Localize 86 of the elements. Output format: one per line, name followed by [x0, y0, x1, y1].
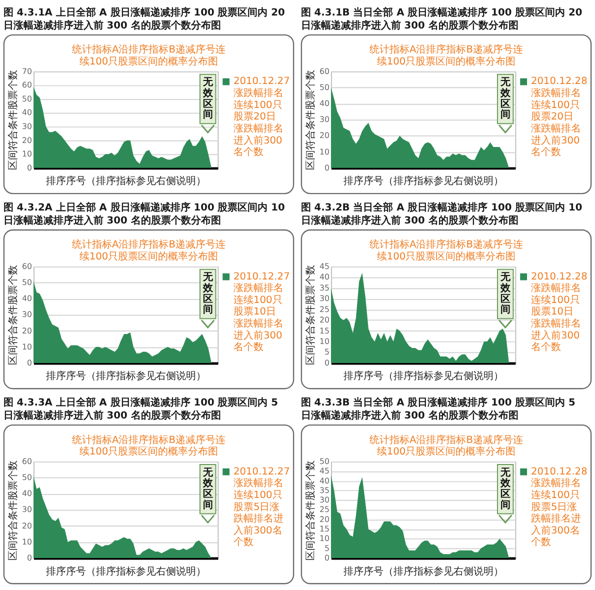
- x-axis-title: 排序序号（排序指标参见右侧说明）: [46, 175, 206, 188]
- y-axis-title: 区间符合条件股票个数: [7, 460, 20, 560]
- y-tick-label: 40: [22, 489, 32, 498]
- y-tick-label: 40: [319, 476, 330, 486]
- annotation: 无效区间: [202, 272, 214, 316]
- y-tick-label: 20: [319, 514, 330, 524]
- y-tick-label: 60: [319, 66, 330, 76]
- y-axis-title: 区间符合条件股票个数: [7, 265, 20, 366]
- y-tick-label: 5: [324, 348, 330, 357]
- legend-label: 2010.12.28涨跌幅排名连续100只股票10日涨跌幅排名进入前300名个数: [530, 271, 588, 354]
- y-tick-label: 20: [319, 131, 330, 140]
- y-tick-label: 20: [22, 326, 32, 336]
- y-tick-label: 10: [22, 342, 32, 352]
- y-tick-label: 10: [22, 537, 32, 546]
- y-tick-label: 10: [319, 534, 330, 544]
- y-tick-label: 50: [319, 82, 330, 92]
- chart-title: 图 4.3.2A 上日全部 A 股日涨幅递减排序 100 股票区间内 10 日涨幅递减排序进入前 300 名的股票个数分布图: [3, 202, 285, 226]
- y-axis-title: 区间符合条件股票个数: [304, 70, 317, 170]
- y-tick-label: 60: [22, 262, 32, 271]
- chart-subtitle: 统计指标A沿排序指标B递减序号连续100只股票区间的概率分布图: [370, 238, 523, 263]
- chart-title: 图 4.3.1A 上日全部 A 股日涨幅递减排序 100 股票区间内 20 日涨幅递减排序进入前 300 名的股票个数分布图: [3, 6, 285, 32]
- y-tick-label: 25: [319, 304, 330, 314]
- annotation: 无效区间: [499, 77, 512, 121]
- chart-title: 图 4.3.2B 当日全部 A 股日涨幅递减排序 100 股票区间内 10 日涨幅递减排序进入前 300 名的股票个数分布图: [300, 202, 582, 226]
- legend-label: 2010.12.28涨跌幅排名连续100只股票5日涨跌幅排名进入前300名个数: [530, 466, 588, 548]
- y-tick-label: 0: [324, 358, 330, 368]
- y-axis-title: 区间符合条件股票个数: [304, 265, 317, 366]
- legend-label: 2010.12.27涨跌幅排名连续100只股票20日涨跌幅排名进入前300名个数: [233, 76, 290, 158]
- y-tick-label: 0: [27, 554, 32, 562]
- y-tick-label: 10: [319, 336, 330, 346]
- y-tick-label: 30: [22, 505, 32, 514]
- y-tick-label: 25: [319, 505, 330, 514]
- y-tick-label: 20: [319, 316, 330, 325]
- y-tick-label: 0: [324, 163, 330, 172]
- y-tick-label: 20: [22, 521, 32, 530]
- y-tick-label: 60: [22, 456, 32, 466]
- y-tick-label: 15: [319, 326, 330, 336]
- y-tick-label: 45: [319, 262, 330, 271]
- chart-title: 图 4.3.3A 上日全部 A 股日涨幅递减排序 100 股票区间内 5 日涨幅递减排序进入前 300 名的股票个数分布图: [3, 396, 278, 422]
- legend-label: 2010.12.28涨跌幅排名连续100只股票20日涨跌幅排名进入前300名个数: [530, 76, 588, 158]
- x-axis-title: 排序序号（排序指标参见右侧说明）: [46, 565, 206, 578]
- y-tick-label: 40: [22, 294, 32, 304]
- y-tick-label: 30: [319, 115, 330, 124]
- chart-title: 图 4.3.1B 当日全部 A 股日涨幅递减排序 100 股票区间内 20 日涨幅递减排序进入前 300 名的股票个数分布图: [300, 6, 582, 32]
- y-tick-label: 50: [22, 94, 32, 104]
- x-axis-title: 排序序号（排序指标参见右侧说明）: [46, 370, 206, 382]
- y-tick-label: 30: [22, 122, 32, 132]
- y-axis-title: 区间符合条件股票个数: [7, 70, 20, 170]
- x-axis-title: 排序序号（排序指标参见右侧说明）: [344, 565, 504, 578]
- y-tick-label: 40: [319, 272, 330, 282]
- y-tick-label: 5: [324, 544, 330, 553]
- annotation: 无效区间: [202, 77, 214, 121]
- chart-subtitle: 统计指标A沿排序指标B递减序号连续100只股票区间的概率分布图: [370, 434, 523, 458]
- y-tick-label: 20: [22, 136, 32, 145]
- legend-label: 2010.12.27涨跌幅排名连续100只股票10日涨跌幅排名进入前300名个数: [233, 271, 290, 354]
- annotation: 无效区间: [499, 272, 512, 316]
- chart-title: 图 4.3.3B 当日全部 A 股日涨幅递减排序 100 股票区间内 5 日涨幅递减排序进入前 300 名的股票个数分布图: [300, 396, 576, 422]
- chart-subtitle: 统计指标A沿排序指标B递减序号连续100只股票区间的概率分布图: [370, 44, 523, 68]
- annotation: 无效区间: [202, 467, 214, 511]
- chart-subtitle: 统计指标A沿排序指标B递减序号连续100只股票区间的概率分布图: [72, 44, 226, 68]
- y-tick-label: 30: [319, 496, 330, 505]
- y-tick-label: 35: [319, 283, 330, 292]
- x-axis-title: 排序序号（排序指标参见右侧说明）: [344, 370, 504, 382]
- y-tick-label: 10: [22, 150, 32, 159]
- y-tick-label: 0: [324, 554, 330, 562]
- y-tick-label: 0: [27, 163, 32, 172]
- y-tick-label: 70: [22, 66, 32, 76]
- y-tick-label: 45: [319, 466, 330, 476]
- y-tick-label: 15: [319, 524, 330, 534]
- y-tick-label: 50: [319, 456, 330, 466]
- chart-subtitle: 统计指标A沿排序指标B递减序号连续100只股票区间的概率分布图: [72, 238, 226, 263]
- y-tick-label: 50: [22, 278, 32, 287]
- x-axis-title: 排序序号（排序指标参见右侧说明）: [344, 175, 504, 188]
- annotation: 无效区间: [499, 467, 512, 511]
- legend-label: 2010.12.27涨跌幅排名连续100只股票5日涨跌幅排名进入前300名个数: [233, 466, 290, 548]
- y-tick-label: 60: [22, 80, 32, 90]
- y-tick-label: 10: [319, 147, 330, 156]
- y-tick-label: 0: [27, 358, 32, 368]
- y-axis-title: 区间符合条件股票个数: [304, 460, 317, 560]
- y-tick-label: 40: [22, 108, 32, 118]
- y-tick-label: 30: [22, 310, 32, 320]
- chart-subtitle: 统计指标A沿排序指标B递减序号连续100只股票区间的概率分布图: [72, 434, 226, 458]
- y-tick-label: 35: [319, 486, 330, 495]
- y-tick-label: 30: [319, 294, 330, 304]
- y-tick-label: 40: [319, 99, 330, 108]
- y-tick-label: 50: [22, 473, 32, 482]
